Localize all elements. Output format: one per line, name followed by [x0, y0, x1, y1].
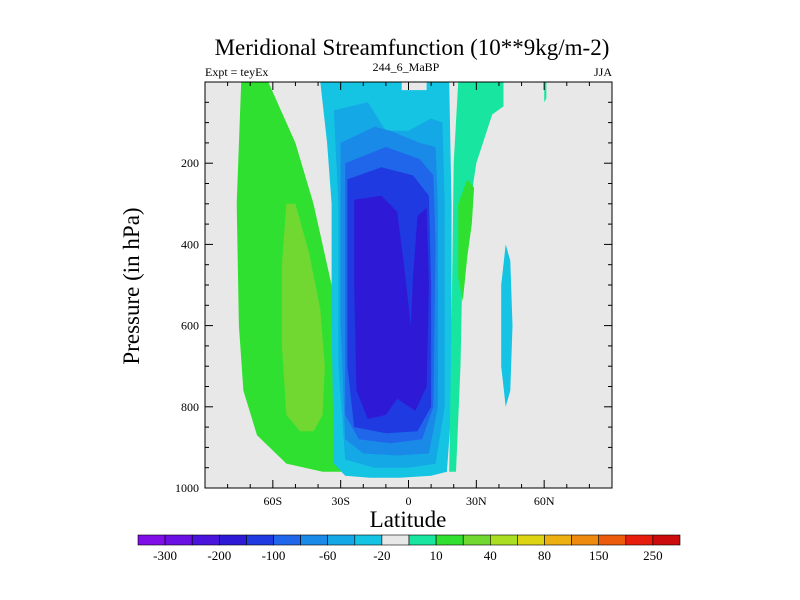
- contour-nh-ferrel: [449, 82, 504, 472]
- colorbar-box: [273, 534, 301, 546]
- y-tick-label: 1000: [175, 481, 199, 495]
- colorbar-box: [462, 534, 491, 546]
- colorbar-label: -300: [153, 548, 177, 563]
- colorbar: [137, 534, 681, 546]
- contour-hadley-minus100: [354, 195, 429, 419]
- colorbar-box: [544, 534, 572, 546]
- colorbar-box: [517, 534, 545, 546]
- colorbar-label: -100: [262, 548, 286, 563]
- colorbar-labels: -300 -200 -100 -60 -20 10 40 80 150 250: [153, 548, 662, 563]
- contour-nh-ferrel-core: [458, 179, 475, 302]
- x-tick-label: 60N: [534, 494, 555, 508]
- subtitle-right: JJA: [594, 65, 612, 79]
- x-tick-label: 0: [406, 494, 412, 508]
- y-tick-label: 400: [181, 237, 199, 251]
- contour-regions: [236, 82, 547, 478]
- contour-nh-cell: [501, 244, 513, 407]
- colorbar-box: [571, 534, 599, 546]
- colorbar-box: [246, 534, 274, 546]
- y-axis-label: Pressure (in hPa): [119, 207, 144, 364]
- colorbar-box: [354, 534, 383, 546]
- colorbar-box: [598, 534, 627, 546]
- colorbar-box: [625, 534, 654, 546]
- colorbar-box: [381, 534, 410, 546]
- contour-sh-ferrel-core: [281, 203, 325, 432]
- y-tick-label: 600: [181, 319, 199, 333]
- x-axis-ticks: 60S 30S 0 30N 60N: [227, 82, 590, 508]
- colorbar-label: 150: [589, 548, 609, 563]
- colorbar-box: [435, 534, 464, 546]
- y-tick-label: 800: [181, 400, 199, 414]
- colorbar-box: [137, 534, 166, 546]
- colorbar-box: [300, 534, 329, 546]
- colorbar-box: [652, 534, 681, 546]
- x-tick-label: 30S: [331, 494, 350, 508]
- colorbar-label: -60: [319, 548, 336, 563]
- subtitle-center: 244_6_MaBP: [373, 60, 440, 74]
- subtitle-left: Expt = teyEx: [205, 65, 268, 79]
- colorbar-box: [219, 534, 247, 546]
- colorbar-box: [489, 534, 518, 546]
- y-axis-ticks: 200 400 600 800 1000: [175, 101, 612, 495]
- y-tick-label: 200: [181, 156, 199, 170]
- x-axis-label: Latitude: [370, 507, 447, 532]
- colorbar-label: -200: [207, 548, 231, 563]
- colorbar-label: -20: [373, 548, 390, 563]
- chart-title: Meridional Streamfunction (10**9kg/m-2): [215, 35, 610, 60]
- colorbar-box: [164, 534, 193, 546]
- colorbar-label: 80: [538, 548, 551, 563]
- contour-polar-cell: [544, 82, 547, 103]
- colorbar-box: [327, 534, 356, 546]
- colorbar-label: 250: [643, 548, 663, 563]
- colorbar-label: 10: [430, 548, 443, 563]
- colorbar-label: 40: [484, 548, 497, 563]
- colorbar-box: [408, 534, 437, 546]
- colorbar-box: [191, 534, 220, 546]
- x-tick-label: 60S: [263, 494, 282, 508]
- x-tick-label: 30N: [466, 494, 487, 508]
